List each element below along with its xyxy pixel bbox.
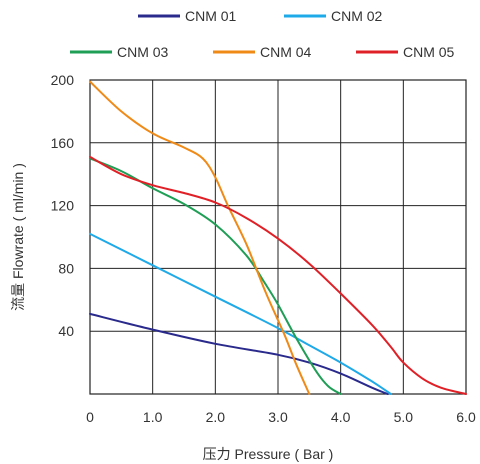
legend-label: CNM 04 [260, 44, 312, 60]
x-tick-label: 2.0 [206, 409, 226, 425]
y-tick-label: 80 [58, 260, 74, 276]
series-lines [89, 80, 467, 395]
tick-labels: 0 1.0 2.0 3.0 4.0 5.0 6.0 40 80 120 160 200 [51, 72, 476, 425]
series-line-cnm-04 [89, 80, 311, 395]
x-tick-label: 0 [86, 409, 94, 425]
legend-label: CNM 05 [403, 44, 455, 60]
x-tick-label: 6.0 [456, 409, 476, 425]
y-tick-label: 160 [51, 135, 75, 151]
legend-label: CNM 03 [117, 44, 169, 60]
y-tick-label: 40 [58, 323, 74, 339]
legend: CNM 01 CNM 02 CNM 03 CNM 04 CNM 05 [70, 8, 455, 60]
legend-label: CNM 02 [331, 8, 383, 24]
plot-frame [89, 79, 467, 395]
y-tick-label: 120 [51, 198, 75, 214]
x-axis-label: 压力 Pressure ( Bar ) [203, 446, 334, 462]
grid [89, 79, 467, 395]
x-tick-label: 3.0 [268, 409, 288, 425]
y-axis-label: 流量 Flowrate ( ml/min ) [10, 163, 26, 311]
x-tick-label: 1.0 [143, 409, 163, 425]
series-line-cnm-01 [89, 312, 389, 395]
series-line-cnm-05 [89, 155, 467, 395]
y-tick-label: 200 [51, 72, 75, 88]
series-line-cnm-02 [89, 232, 392, 395]
x-tick-label: 5.0 [394, 409, 414, 425]
x-tick-label: 4.0 [331, 409, 351, 425]
legend-label: CNM 01 [185, 8, 237, 24]
